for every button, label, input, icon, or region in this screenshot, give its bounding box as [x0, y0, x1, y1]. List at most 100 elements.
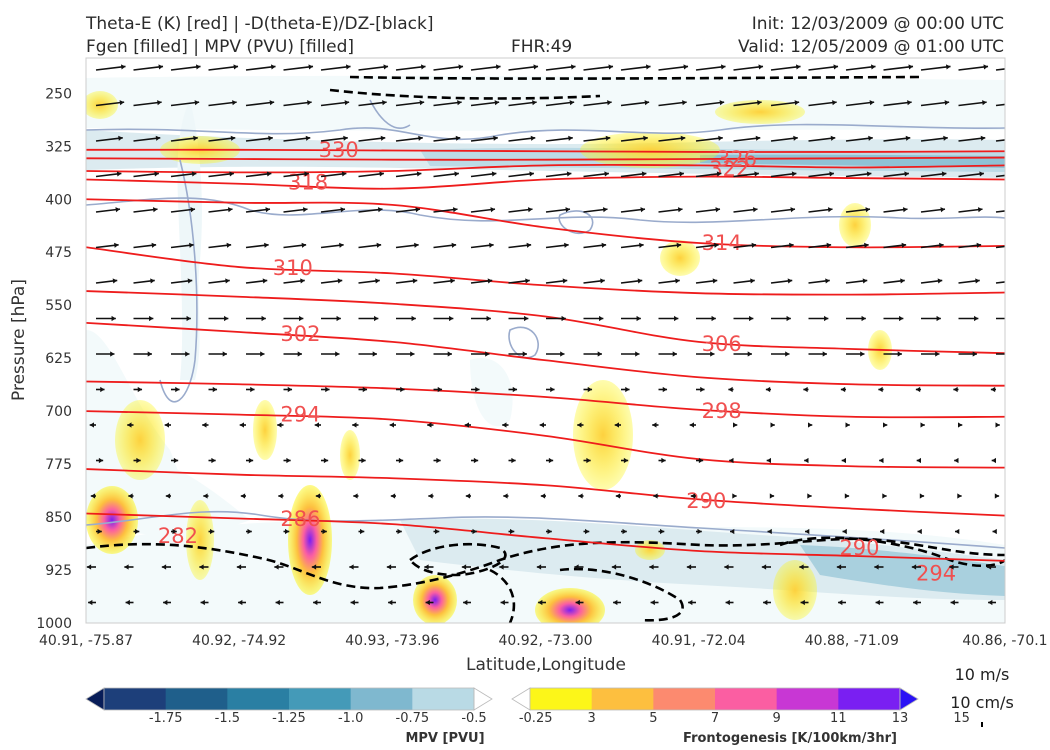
wind-arrow — [508, 528, 515, 535]
y-tick-label: 475 — [45, 245, 72, 261]
wind-arrow — [995, 103, 1005, 107]
wind-arrow — [546, 528, 552, 535]
wind-arrow — [321, 351, 340, 357]
wind-arrow — [875, 599, 884, 606]
wind-arrow — [803, 386, 809, 393]
y-tick-label: 850 — [45, 510, 72, 526]
wind-arrow — [658, 64, 689, 71]
theta-e-contour-labels: 330 3263223183143103063022982942902862822… — [158, 138, 956, 586]
wind-arrow — [321, 386, 330, 393]
wind-arrow — [583, 171, 609, 178]
wind-arrow — [658, 457, 666, 464]
wind-arrow — [133, 207, 158, 213]
wind-arrow — [545, 207, 571, 213]
wind-arrow — [246, 528, 252, 535]
y-tick-label: 325 — [45, 139, 72, 155]
wind-arrow — [428, 493, 434, 499]
x-tick-label: 40.91, -75.87 — [39, 633, 133, 649]
theta-e-label: 290 — [686, 489, 726, 513]
wind-arrow — [95, 135, 123, 142]
wind-arrow — [161, 564, 171, 570]
wind-arrow — [920, 278, 943, 284]
theta-e-label: 282 — [158, 524, 198, 548]
wind-arrow — [433, 100, 462, 107]
wind-arrow — [502, 422, 509, 428]
wind-arrow — [433, 171, 459, 178]
wind-arrow — [283, 457, 291, 464]
mpv-contours — [86, 99, 1005, 549]
wind-arrow — [283, 207, 308, 213]
wind-arrow — [620, 278, 643, 284]
wind-arrow — [958, 135, 986, 142]
colorbar-tick-label: 7 — [711, 711, 719, 726]
wind-arrow — [695, 278, 718, 284]
wind-arrow — [170, 100, 200, 107]
wind-arrow — [649, 564, 659, 570]
wind-arrow — [470, 64, 501, 71]
wind-arrow — [846, 315, 866, 322]
theta-e-label: 290 — [839, 536, 879, 560]
dtheta-e-dz-contours — [86, 75, 1005, 623]
wind-arrow — [995, 281, 1005, 284]
wind-arrow — [771, 315, 791, 322]
wind-arrow — [95, 171, 122, 178]
wind-arrow — [763, 599, 771, 606]
wind-arrow — [395, 278, 418, 284]
wind-arrow — [240, 493, 246, 499]
wind-arrow — [658, 315, 679, 322]
wind-arrow — [770, 171, 797, 178]
wind-arrow — [89, 422, 96, 428]
wind-arrow — [957, 493, 962, 499]
wind-arrow — [583, 242, 607, 249]
colorbar-swatch — [776, 688, 839, 710]
theta-e-line-326 — [86, 156, 1005, 161]
wind-arrow — [733, 100, 762, 107]
wind-arrow — [650, 599, 659, 606]
wind-arrow — [538, 599, 546, 606]
wind-arrow — [170, 171, 197, 178]
wind-arrow — [808, 64, 839, 71]
wind-arrow — [804, 457, 809, 464]
wind-arrow — [508, 278, 530, 284]
theta-e-line-294 — [86, 410, 1005, 469]
wind-arrow — [621, 528, 627, 535]
wind-arrow — [471, 457, 479, 464]
wind-arrow — [615, 493, 621, 499]
colorbar-extend-left — [85, 687, 105, 711]
theta-e-contours — [86, 148, 1005, 562]
theta-e-label: 294 — [280, 403, 320, 427]
wind-arrow — [808, 135, 836, 142]
wind-arrow — [320, 242, 344, 249]
wind-arrow — [545, 242, 569, 249]
wind-arrow — [845, 100, 875, 107]
x-tick-label: 40.92, -74.92 — [192, 633, 286, 649]
wind-arrow — [124, 564, 134, 570]
wind-arrow — [583, 386, 593, 393]
wind-arrow — [278, 493, 284, 499]
y-tick-label: 700 — [45, 404, 72, 420]
wind-arrow — [133, 457, 141, 464]
wind-arrow — [95, 278, 118, 284]
x-tick-label: 40.86, -70.1 — [962, 633, 1047, 649]
wind-arrow — [808, 278, 830, 284]
wind-arrow — [844, 493, 850, 499]
wind-arrow — [396, 457, 404, 464]
wind-arrow — [283, 278, 305, 284]
wind-arrow — [920, 207, 946, 213]
wind-arrow — [388, 599, 396, 606]
wind-arrow — [578, 493, 584, 499]
colorbar-swatch — [227, 688, 290, 710]
frontogenesis-colorbar-label: Frontogenesis [K/100km/3hr] — [683, 731, 897, 746]
wind-arrow — [770, 135, 798, 142]
wind-arrow — [133, 64, 164, 71]
wind-arrow — [163, 599, 171, 606]
wind-arrow — [508, 351, 527, 357]
wind-arrow — [208, 242, 232, 249]
wind-arrow — [733, 207, 758, 213]
wind-arrow — [546, 457, 554, 464]
theta-e-label: 326 — [717, 147, 757, 171]
wind-arrow — [508, 457, 516, 464]
x-tick-label: 40.93, -73.96 — [345, 633, 439, 649]
colorbar-swatch — [104, 688, 167, 710]
wind-arrow — [95, 100, 125, 107]
